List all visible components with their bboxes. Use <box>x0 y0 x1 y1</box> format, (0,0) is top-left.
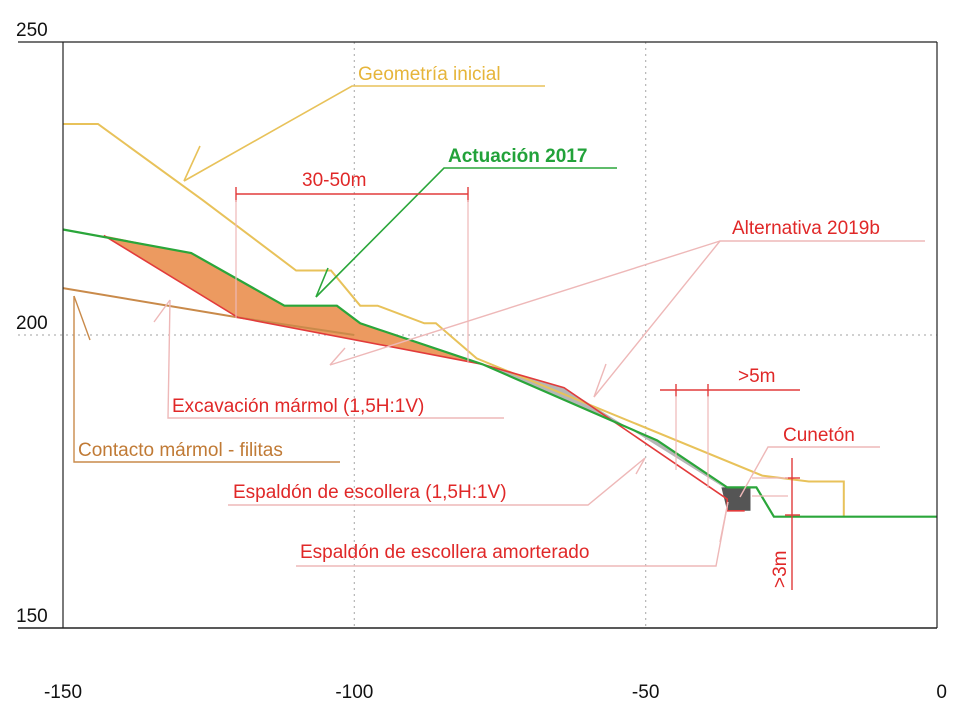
y-tick-label: 150 <box>16 606 48 627</box>
cuneton-label: Cunetón <box>783 425 855 446</box>
actuacion-label: Actuación 2017 <box>448 146 587 167</box>
espaldon-label: Espaldón de escollera (1,5H:1V) <box>233 482 507 503</box>
x-tick-label: -100 <box>335 682 373 703</box>
amorterado-label: Espaldón de escollera amorterado <box>300 542 589 563</box>
geometria-leader <box>183 85 545 182</box>
grid <box>18 42 937 628</box>
amorterado-leader <box>296 501 729 567</box>
dimension-30-50m-label: 30-50m <box>302 170 366 191</box>
series-line-geometria-inicial <box>63 123 845 517</box>
contacto-leader <box>73 295 340 463</box>
dimension-5m-label: >5m <box>738 366 776 387</box>
x-tick-label: 0 <box>936 682 947 703</box>
dimension-3m-label: >3m <box>770 551 791 589</box>
excavacion-leader <box>153 299 504 419</box>
x-axis-ticks: -150 -100 -50 0 <box>44 682 947 703</box>
alternativa-label: Alternativa 2019b <box>732 218 880 239</box>
escollera-region <box>482 364 734 494</box>
amorterado-region <box>721 487 751 511</box>
actuacion-leader <box>315 167 617 298</box>
excavacion-label: Excavación mármol (1,5H:1V) <box>172 396 424 417</box>
dimension-30-50m <box>235 187 469 202</box>
dimension-5m-extensions <box>675 396 709 488</box>
alternativa-leaders <box>329 240 925 398</box>
dimension-5m <box>660 384 800 397</box>
cuneton-leader <box>739 446 880 498</box>
x-tick-label: -50 <box>632 682 659 703</box>
y-tick-label: 200 <box>16 313 48 334</box>
x-tick-label: -150 <box>44 682 82 703</box>
dimension-3m-extensions <box>752 477 788 497</box>
series-line-actuacion-2017 <box>62 228 937 518</box>
contacto-label: Contacto mármol - filitas <box>78 440 283 461</box>
y-tick-label: 250 <box>16 20 48 41</box>
series-line-alternativa-2019b <box>103 234 745 512</box>
excavation-region <box>103 235 483 365</box>
y-axis-ticks: 250 200 150 <box>16 20 48 627</box>
espaldon-leader <box>228 457 646 506</box>
dimension-30-50m-extensions <box>235 200 469 362</box>
geometria-label: Geometría inicial <box>358 64 501 85</box>
